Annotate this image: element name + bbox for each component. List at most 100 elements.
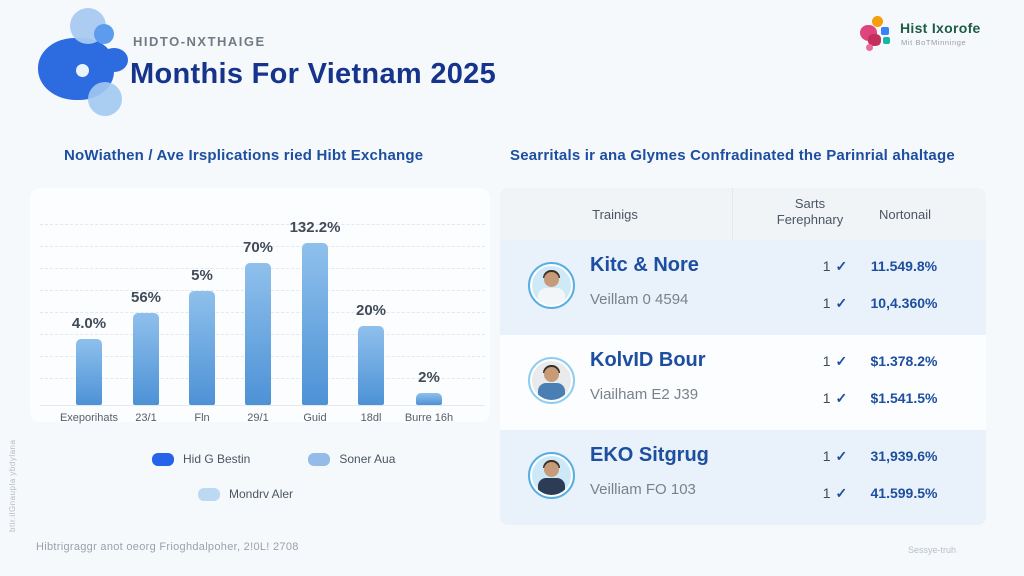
legend-row: Mondrv Aler [198,487,430,501]
check-cell: 1 ✓ [812,295,858,312]
column-header-nortonail: Nortonail [878,207,932,222]
bar-plot: 4.0% 56% 5% 70% 132.2% 20% 2% [40,200,485,405]
check-icon: ✓ [835,390,848,406]
check-cell: 1 ✓ [812,448,858,465]
column-header-starts-line2: Ferephnary [776,212,844,227]
x-axis-label: 23/1 [135,412,157,424]
check-icon: ✓ [835,295,848,311]
check-number: 1 [822,448,831,464]
chart-bar [416,393,442,405]
logo-dot [76,64,89,77]
legend-item: Soner Aua [308,452,395,466]
legend-item: Hid G Bestin [152,452,250,466]
avatar-shirt [538,383,565,400]
table-row: EKO Sitgrug Veilliam FO 103 1 ✓ 1 ✓ 31,939.6% 4… [500,430,986,525]
corner-brand: Hist Ixorofe Mit BoTMinninge [858,14,1018,60]
bar-value-label: 20% [355,302,387,319]
brand-shape-teal [883,37,890,44]
bar-value-label: 4.0% [71,315,107,332]
chart-bar [302,243,328,405]
table-section-title: Searritals ir ana Glymes Confradinated t… [510,147,955,164]
logo-circle [88,82,122,116]
x-axis-label: 29/1 [247,412,269,424]
trader-subtitle: Veilliam FO 103 [590,481,696,498]
legend-label: Mondrv Aler [229,487,294,501]
chart-bar [189,291,215,405]
x-axis: Exeporihats 23/1 Fln 29/1 Guid 18dl Burre 16h [40,412,485,430]
avatar-head [544,272,559,287]
brand-shape-orange [872,16,883,27]
bar-value-label: 5% [191,267,213,284]
column-header-starts-line1: Sarts [794,196,826,211]
check-number: 1 [822,390,831,406]
brand-shape-crimson [868,34,881,46]
footer-credit: Sessye-truh [908,545,957,555]
logo-circle [94,24,114,44]
bar-value-label: 2% [418,369,440,386]
trader-subtitle: Viailham E2 J39 [590,386,699,403]
legend-swatch [198,487,220,501]
vertical-watermark: btir.ilGnaupla ybdylana [8,439,17,532]
value-cell: $1.541.5% [870,390,938,406]
value-cell: 10,4.360% [870,295,938,311]
avatar [528,262,575,309]
chart-bar [245,263,271,405]
corner-brand-name: Hist Ixorofe [900,20,981,36]
avatar-photo [532,266,571,305]
x-axis-label: Fln [194,412,210,424]
header-brand-text: HIDTO-NXTHAIGE [133,34,266,49]
value-cell: 11.549.8% [870,258,938,274]
trader-subtitle: Veillam 0 4594 [590,291,689,308]
x-axis-label: Guid [303,412,327,424]
avatar [528,452,575,499]
gridline [40,224,485,225]
legend-swatch [152,452,174,466]
table-header: Trainigs Sarts Ferephnary Nortonail [500,188,986,240]
check-number: 1 [822,353,831,369]
check-cell: 1 ✓ [812,353,858,370]
trader-name: KolvID Bour [590,349,706,371]
x-axis-label: Exeporihats [59,412,119,424]
check-icon: ✓ [835,353,848,369]
gridline [40,246,485,247]
bar-value-label: 132.2% [289,219,341,236]
chart-legend: Hid G Bestin Soner Aua Mondrv Aler [130,452,430,501]
check-icon: ✓ [835,485,848,501]
app-logo [36,8,140,118]
check-number: 1 [822,295,831,311]
column-header-starts: Sarts Ferephnary [755,196,865,228]
legend-item: Mondrv Aler [198,487,293,501]
trader-name: EKO Sitgrug [590,444,709,466]
value-cell: $1.378.2% [870,353,938,369]
check-cell: 1 ✓ [812,258,858,275]
footer-source-note: Hibtrigraggr anot oeorg Frioghdalpoher, … [36,541,299,553]
chart-bar [133,313,159,405]
legend-label: Hid G Bestin [183,452,251,466]
x-axis-label: Burre 16h [404,412,454,424]
trader-name: Kitc & Nore [590,254,699,276]
chart-bar [76,339,102,405]
check-number: 1 [822,485,831,501]
chart-bar [358,326,384,405]
x-axis-label: 18dl [360,412,382,424]
bar-value-label: 56% [130,289,162,306]
chart-section-title: NoWiathen / Ave Irsplications ried Hibt … [64,147,424,164]
page-title: Monthis For Vietnam 2025 [130,58,497,90]
avatar-photo [532,361,571,400]
check-icon: ✓ [835,258,848,274]
legend-row: Hid G Bestin Soner Aua [152,452,430,466]
check-icon: ✓ [835,448,848,464]
column-header-trainings: Trainigs [592,207,638,222]
check-cell: 1 ✓ [812,390,858,407]
avatar-head [544,367,559,382]
corner-brand-icon [858,16,894,56]
avatar-shirt [538,478,565,495]
value-cell: 31,939.6% [870,448,938,464]
legend-label: Soner Aua [339,452,396,466]
avatar-photo [532,456,571,495]
legend-swatch [308,452,331,466]
bar-value-label: 70% [242,239,274,256]
table-row: KolvID Bour Viailham E2 J39 1 ✓ 1 ✓ $1.378.2% $… [500,335,986,430]
logo-blob-shape [100,48,128,72]
data-table: Trainigs Sarts Ferephnary Nortonail Kitc… [500,188,986,525]
